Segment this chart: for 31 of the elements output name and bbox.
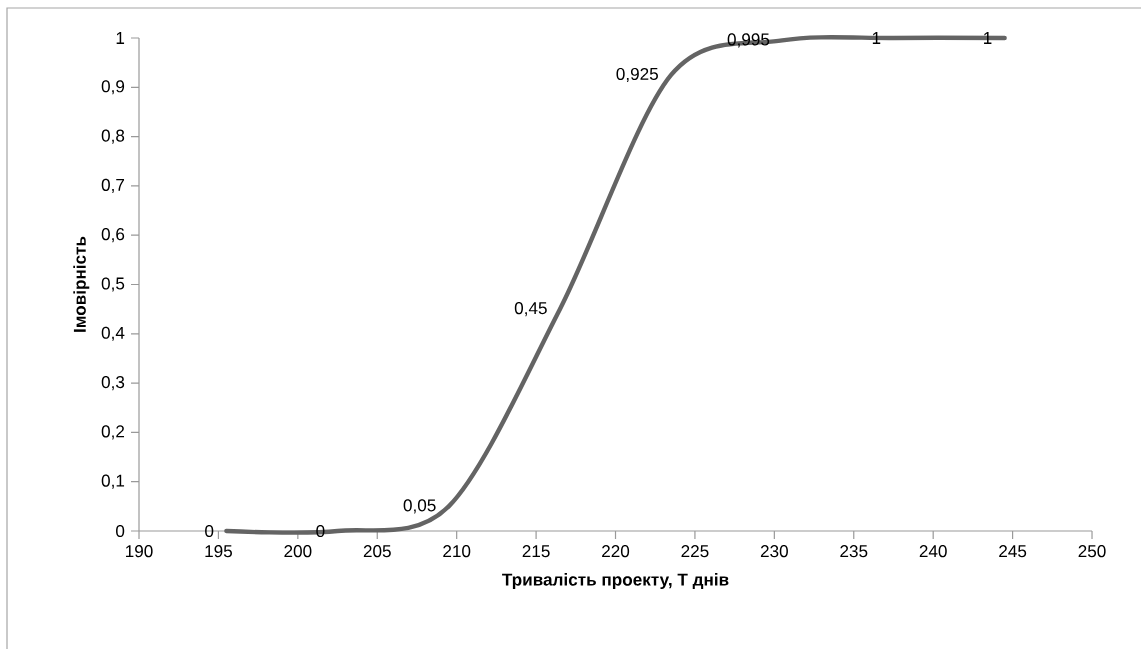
x-axis-title: Тривалість проекту, Т днів	[502, 573, 729, 590]
x-tick-label: 240	[919, 545, 947, 558]
data-label: 0	[205, 524, 214, 538]
x-tick-label: 245	[999, 545, 1027, 558]
x-tick-label: 235	[840, 545, 868, 558]
y-tick-label: 0,9	[101, 80, 125, 95]
x-tick-label: 190	[126, 545, 153, 558]
y-tick-label: 0,1	[101, 474, 125, 489]
y-tick-label: 0,3	[101, 376, 125, 391]
y-tick-label: 0,7	[101, 178, 125, 193]
data-label: 0,05	[403, 499, 436, 514]
x-tick-label: 195	[205, 545, 232, 558]
x-tick-label: 215	[522, 545, 550, 558]
y-tick-label: 0	[116, 524, 125, 538]
y-tick-label: 1	[116, 32, 125, 44]
y-tick-label: 0,8	[101, 129, 125, 144]
data-label: 0,995	[727, 33, 770, 48]
x-tick-label: 205	[363, 545, 391, 558]
x-tick-label: 250	[1078, 545, 1106, 558]
x-tick-label: 210	[443, 545, 471, 558]
x-tick-label: 220	[602, 545, 630, 558]
y-tick-label: 0,2	[101, 425, 125, 440]
y-tick-label: 0,4	[101, 326, 125, 341]
y-axis-title: Імовірність	[73, 236, 90, 332]
data-label: 0,925	[616, 67, 658, 83]
x-tick-label: 230	[760, 545, 788, 558]
y-tick-label: 0,6	[101, 228, 125, 243]
x-tick-label: 225	[681, 545, 709, 558]
x-tick-label: 200	[284, 545, 312, 558]
y-tick-label: 0,5	[101, 277, 125, 292]
data-label: 0,45	[514, 302, 547, 317]
